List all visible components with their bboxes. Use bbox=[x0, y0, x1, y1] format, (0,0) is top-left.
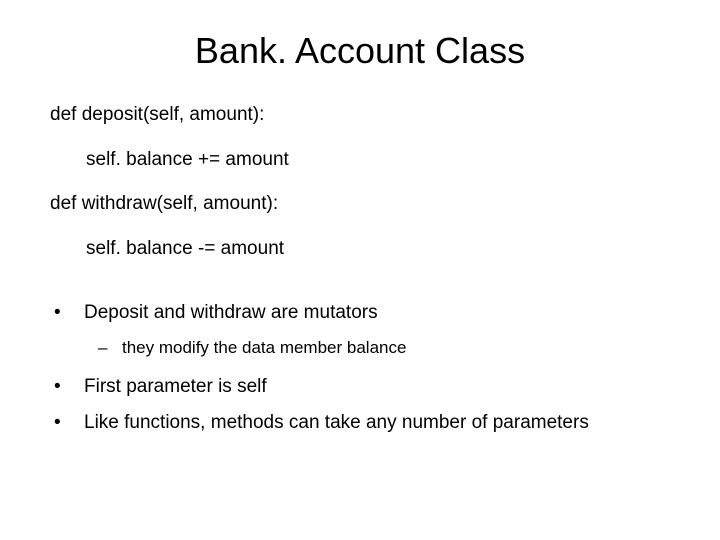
sub-bullet-text: they modify the data member balance bbox=[122, 338, 670, 358]
bullet-text: Deposit and withdraw are mutators bbox=[84, 302, 670, 324]
bullet-list: • Deposit and withdraw are mutators – th… bbox=[50, 302, 670, 434]
bullet-text: Like functions, methods can take any num… bbox=[84, 412, 670, 434]
bullet-text: First parameter is self bbox=[84, 376, 670, 398]
code-line-withdraw-def: def withdraw(self, amount): bbox=[50, 191, 670, 218]
dash-mark-icon: – bbox=[98, 338, 122, 358]
code-line-deposit-body: self. balance += amount bbox=[86, 147, 670, 174]
bullet-mark-icon: • bbox=[50, 376, 84, 398]
bullet-item: • Deposit and withdraw are mutators bbox=[50, 302, 670, 324]
bullet-mark-icon: • bbox=[50, 302, 84, 324]
slide-title: Bank. Account Class bbox=[50, 30, 670, 72]
code-line-deposit-def: def deposit(self, amount): bbox=[50, 102, 670, 129]
bullet-mark-icon: • bbox=[50, 412, 84, 434]
code-line-withdraw-body: self. balance -= amount bbox=[86, 236, 670, 263]
sub-bullet-item: – they modify the data member balance bbox=[98, 338, 670, 358]
bullet-item: • Like functions, methods can take any n… bbox=[50, 412, 670, 434]
slide: Bank. Account Class def deposit(self, am… bbox=[0, 0, 720, 540]
bullet-item: • First parameter is self bbox=[50, 376, 670, 398]
